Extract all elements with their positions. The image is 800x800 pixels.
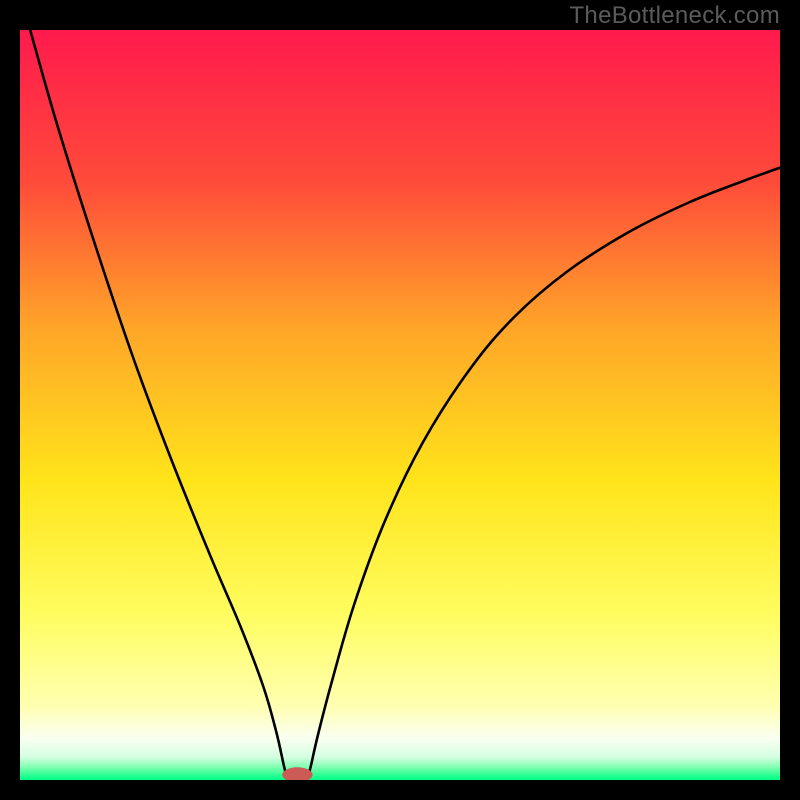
plot-area <box>20 30 780 780</box>
chart-svg <box>20 30 780 780</box>
chart-frame: TheBottleneck.com <box>0 0 800 800</box>
gradient-background <box>20 30 780 780</box>
watermark-text: TheBottleneck.com <box>569 2 780 30</box>
